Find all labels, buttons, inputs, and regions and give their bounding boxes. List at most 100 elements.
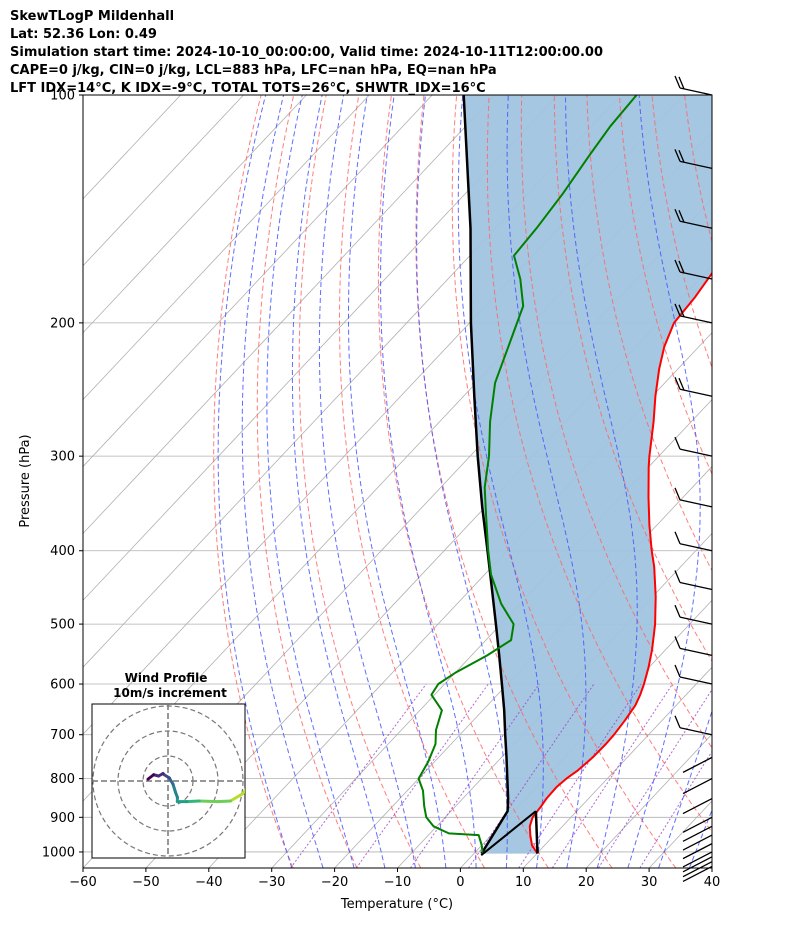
wind-barb bbox=[674, 664, 713, 685]
barb-staff bbox=[682, 851, 713, 868]
x-tick-label: −50 bbox=[132, 875, 159, 890]
wind-barb bbox=[682, 834, 713, 851]
barb-feather bbox=[678, 377, 685, 391]
wind-barb bbox=[674, 436, 713, 457]
isotherm bbox=[83, 95, 370, 401]
wind-barb bbox=[674, 531, 713, 552]
hodograph-subtitle: 10m/s increment bbox=[113, 686, 227, 700]
barb-feather bbox=[674, 570, 681, 583]
wind-barb bbox=[682, 851, 713, 868]
wind-barb bbox=[682, 856, 713, 873]
wind-barb bbox=[674, 604, 713, 625]
barb-feather bbox=[674, 303, 681, 317]
barb-staff bbox=[682, 797, 713, 815]
moist-adiabat bbox=[720, 95, 794, 868]
dry-adiabat bbox=[415, 95, 613, 868]
barb-staff bbox=[679, 315, 713, 324]
moist-adiabat bbox=[457, 95, 544, 868]
isotherm bbox=[83, 95, 496, 535]
mixing-ratio-lines bbox=[290, 683, 712, 868]
y-tick-label: 100 bbox=[50, 89, 75, 104]
dry-adiabat bbox=[213, 95, 294, 868]
barb-staff bbox=[682, 843, 713, 860]
wind-barb bbox=[682, 756, 713, 773]
barb-feather bbox=[674, 75, 681, 89]
wind-barb bbox=[674, 715, 713, 736]
moist-adiabat bbox=[380, 95, 477, 868]
parcel-line bbox=[462, 95, 510, 855]
barb-staff bbox=[682, 856, 713, 873]
x-tick-label: −20 bbox=[321, 875, 348, 890]
barb-staff bbox=[682, 865, 713, 883]
mixing-ratio-line bbox=[551, 683, 673, 868]
barb-feather bbox=[674, 487, 681, 501]
barb-staff bbox=[679, 271, 713, 280]
dry-adiabats bbox=[213, 95, 794, 868]
moist-adiabat bbox=[348, 95, 447, 868]
hodograph-title: Wind Profile bbox=[125, 671, 208, 685]
wind-barbs bbox=[674, 75, 713, 883]
barb-staff bbox=[679, 160, 713, 169]
dry-adiabat bbox=[782, 95, 794, 868]
barb-feather bbox=[674, 636, 681, 649]
wind-barb bbox=[674, 570, 713, 591]
cape-cin-fill bbox=[463, 95, 712, 854]
barb-staff bbox=[682, 834, 713, 851]
dry-adiabat bbox=[298, 95, 422, 868]
x-tick-label: 30 bbox=[641, 875, 658, 890]
dry-adiabat bbox=[553, 95, 712, 663]
isotherm bbox=[585, 733, 712, 868]
barb-feather bbox=[674, 715, 681, 728]
barb-staff bbox=[682, 816, 713, 833]
y-axis-ticks: 1000 900 800 700 600 500 400 300 200 100 bbox=[42, 89, 83, 860]
dry-adiabat bbox=[520, 95, 712, 749]
isotherm bbox=[83, 95, 433, 468]
temperature-line bbox=[528, 271, 712, 855]
y-tick-label: 500 bbox=[50, 618, 75, 633]
barb-feather bbox=[674, 376, 681, 390]
wind-barb bbox=[674, 636, 713, 657]
convective-parameters: CAPE=0 j/kg, CIN=0 j/kg, LCL=883 hPa, LF… bbox=[10, 63, 497, 78]
x-tick-label: 0 bbox=[456, 875, 464, 890]
barb-staff bbox=[679, 727, 713, 736]
parcel-dry-segment bbox=[534, 811, 539, 854]
dry-adiabat bbox=[586, 95, 712, 572]
barb-staff bbox=[679, 499, 713, 508]
moist-adiabat bbox=[506, 95, 587, 868]
cin-area bbox=[463, 95, 712, 854]
isotherm bbox=[523, 666, 712, 868]
isotherm bbox=[775, 95, 794, 868]
x-tick-label: −10 bbox=[384, 875, 411, 890]
wind-barb bbox=[674, 209, 713, 229]
moist-adiabat bbox=[688, 808, 712, 868]
barb-feather bbox=[674, 664, 681, 678]
barb-feather bbox=[678, 260, 685, 274]
y-tick-label: 900 bbox=[50, 811, 75, 826]
hodograph-segment bbox=[241, 788, 245, 795]
barb-feather bbox=[674, 436, 681, 450]
x-axis-label: Temperature (°C) bbox=[340, 897, 453, 912]
profile-lines bbox=[417, 95, 712, 856]
barb-staff bbox=[679, 220, 713, 229]
wind-barb bbox=[682, 797, 713, 815]
y-tick-label: 1000 bbox=[42, 845, 75, 860]
wind-barb bbox=[682, 861, 713, 878]
moist-adiabats bbox=[217, 95, 794, 868]
wind-barb bbox=[674, 149, 713, 169]
hodograph-plot bbox=[92, 704, 245, 858]
wind-barb bbox=[682, 778, 713, 795]
barb-feather bbox=[674, 259, 681, 273]
dry-adiabat bbox=[750, 95, 794, 868]
y-tick-label: 400 bbox=[50, 544, 75, 559]
moist-adiabat bbox=[658, 709, 712, 868]
dry-adiabat bbox=[619, 95, 712, 476]
isotherm bbox=[83, 95, 559, 601]
mixing-ratio-line bbox=[597, 688, 712, 868]
wind-barb bbox=[674, 75, 713, 96]
barb-staff bbox=[679, 87, 713, 96]
dry-adiabat bbox=[486, 95, 712, 833]
isotherm bbox=[711, 867, 712, 868]
barb-staff bbox=[679, 616, 713, 625]
wind-barb bbox=[682, 816, 713, 833]
